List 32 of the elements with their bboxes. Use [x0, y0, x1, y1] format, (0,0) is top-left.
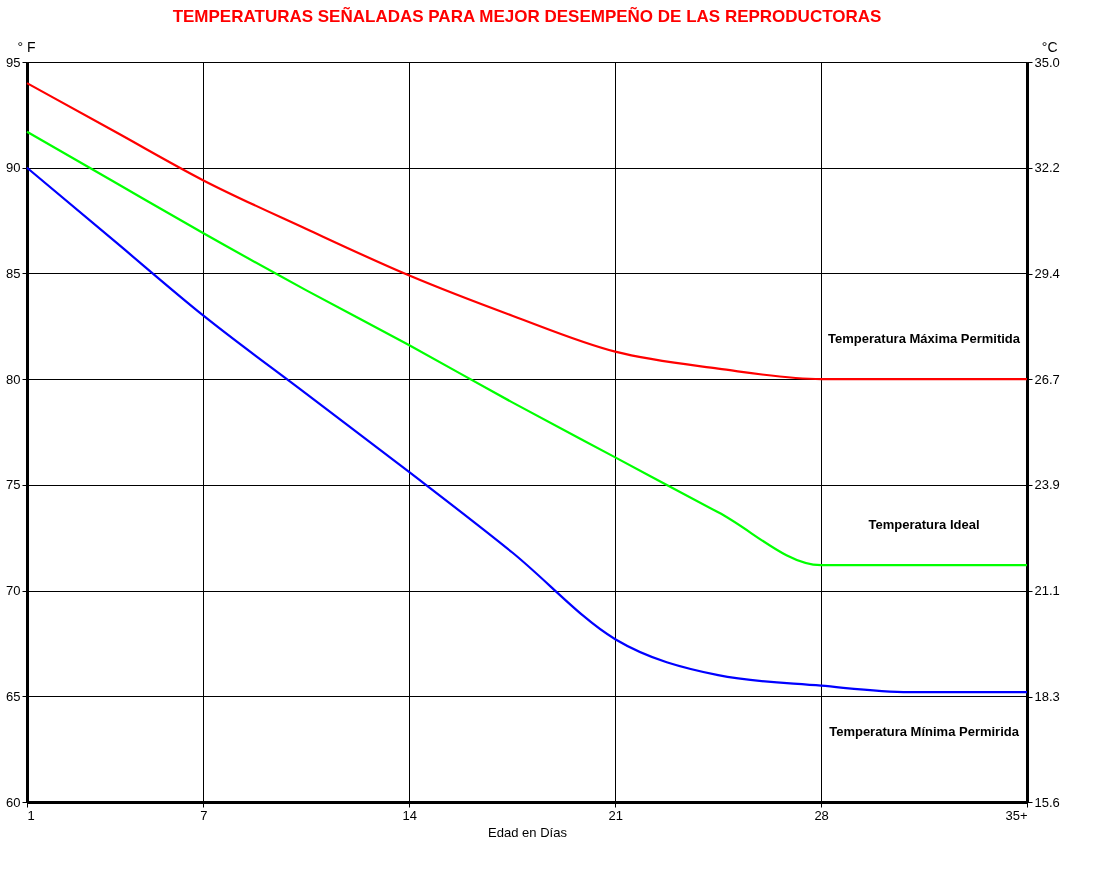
y-tick-label: 90: [6, 160, 21, 176]
y2-tick-label: 18.3: [1034, 689, 1060, 705]
y2-tick-label: 15.6: [1034, 794, 1060, 810]
y-tick-label: 85: [6, 265, 21, 281]
y-tick-label: 75: [6, 477, 21, 493]
line-series: [25, 166, 1029, 694]
text: Temperatura Mínima Permirida: [829, 724, 1020, 740]
y-tick-label: 60: [6, 794, 21, 810]
line-series: [25, 82, 1029, 381]
y2-tick-label: 21.1: [1034, 583, 1060, 599]
chart-title: TEMPERATURAS SEÑALADAS PARA MEJOR DESEMPEÑO DE LAS REPRODUCTORAS: [172, 6, 882, 26]
text: Temperatura Ideal: [868, 517, 980, 533]
y-axis-title: ° F: [17, 38, 36, 55]
x-tick-label: 1: [27, 807, 35, 823]
x-axis-title: Edad en Días: [488, 824, 568, 840]
x-tick-label: 35+: [1005, 807, 1028, 823]
y-tick-label: 80: [6, 371, 21, 387]
text: Temperatura Máxima Permitida: [828, 331, 1021, 347]
y-tick-label: 70: [6, 583, 21, 599]
y-tick-label: 65: [6, 688, 21, 704]
y-tick-label: 95: [6, 54, 21, 70]
line-series: [25, 130, 1029, 567]
x-tick-label: 21: [608, 807, 623, 823]
y2-tick-label: 32.2: [1034, 160, 1060, 176]
y2-tick-label: 29.4: [1034, 266, 1060, 282]
y2-axis-title: °C: [1041, 38, 1058, 55]
y2-tick-label: 35.0: [1034, 54, 1060, 70]
x-tick-label: 28: [814, 807, 829, 823]
y2-tick-label: 23.9: [1034, 477, 1060, 493]
x-tick-label: 14: [402, 807, 418, 823]
y2-tick-label: 26.7: [1034, 371, 1060, 387]
x-tick-label: 7: [200, 807, 208, 823]
